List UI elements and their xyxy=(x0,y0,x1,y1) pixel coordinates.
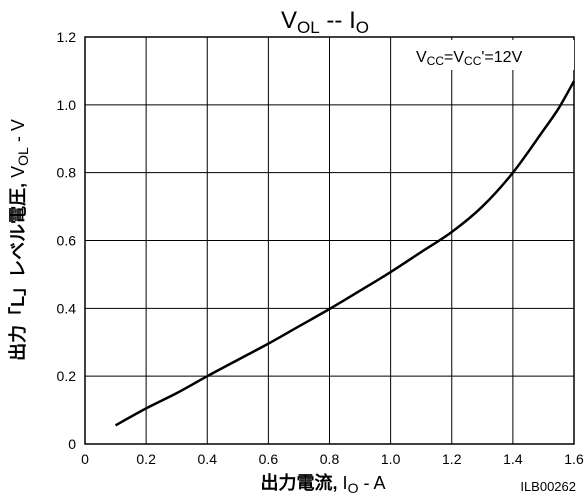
x-tick-label: 0.8 xyxy=(320,451,340,467)
y-tick-label: 0.8 xyxy=(57,165,77,181)
annotation-box xyxy=(408,40,574,70)
x-axis-label: 出力電流, IO - A xyxy=(261,472,386,496)
x-tick-label: 1.6 xyxy=(564,451,584,467)
x-tick-label: 1.4 xyxy=(503,451,523,467)
x-tick-label: 0 xyxy=(81,451,89,467)
y-tick-label: 0.4 xyxy=(57,300,77,316)
y-tick-label: 1.0 xyxy=(57,97,77,113)
series-line xyxy=(114,80,576,427)
plot-frame xyxy=(84,36,575,445)
y-axis-label: 出力「L」レベル電圧, VOL - V xyxy=(7,119,31,361)
figure-code: ILB00262 xyxy=(520,479,576,494)
x-tick-label: 0.4 xyxy=(198,451,218,467)
chart-title: VOL -- IO xyxy=(281,7,369,37)
x-tick-label: 1.0 xyxy=(381,451,401,467)
y-tick-label: 0 xyxy=(68,436,76,452)
tick-labels: 0 0.2 0.4 0.6 0.8 1.0 1.2 1.4 1.6 0 0.2 0.4 0.6 0.8 1.… xyxy=(57,29,584,467)
x-tick-label: 0.6 xyxy=(259,451,279,467)
x-tick-label: 0.2 xyxy=(136,451,156,467)
x-tick-label: 1.2 xyxy=(442,451,462,467)
y-tick-label: 0.6 xyxy=(57,233,77,249)
annotation: VCC=VCC'=12V xyxy=(416,49,523,68)
y-tick-label: 0.2 xyxy=(57,368,77,384)
y-tick-label: 1.2 xyxy=(57,29,77,45)
